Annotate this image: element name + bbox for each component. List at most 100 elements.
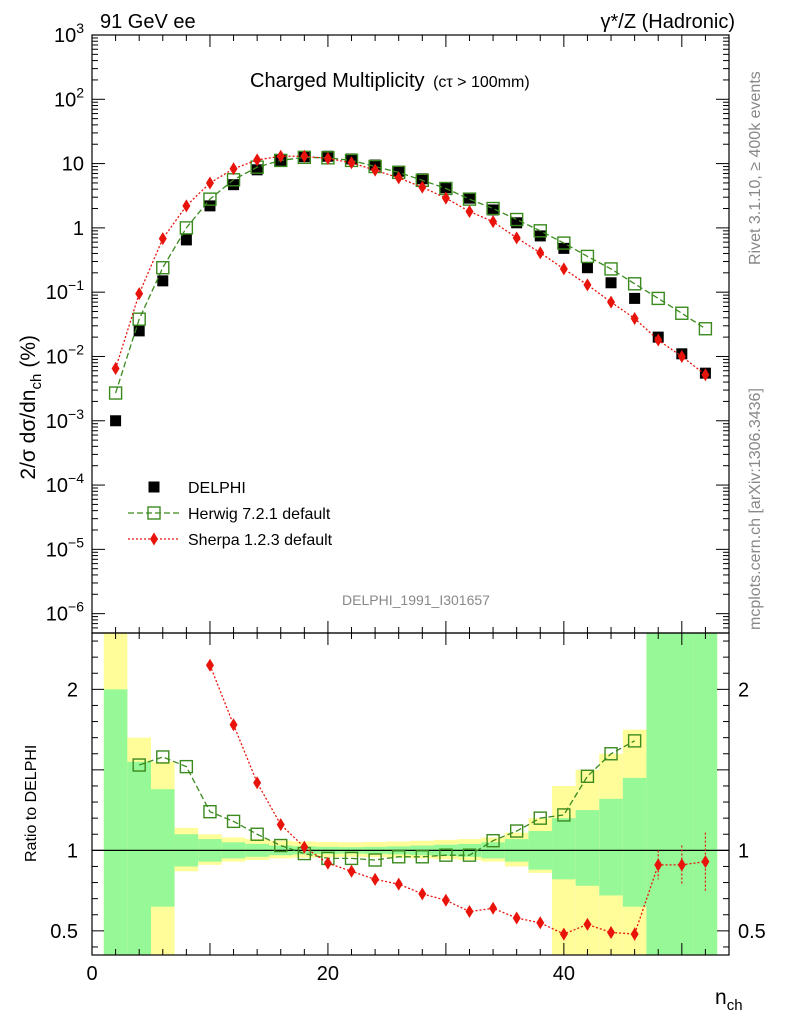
- axes: 0 20 4010310210110−110−210−310−410−510−60.…: [46, 20, 766, 985]
- y-tick-label: 10: [62, 154, 84, 176]
- data-point: [583, 278, 592, 292]
- data-point: [486, 201, 500, 216]
- data-point: [701, 855, 710, 869]
- data-point: [347, 156, 356, 170]
- top-y-axis-label-unit: (%): [17, 335, 40, 368]
- data-point: [465, 905, 474, 919]
- x-axis-label: nch: [715, 986, 743, 1014]
- y-tick-label: 10−3: [46, 406, 84, 433]
- ratio-y-tick-label-right: 2: [738, 679, 749, 701]
- y-tick-label: 103: [54, 20, 84, 47]
- data-point: [441, 893, 450, 907]
- ratio-panel-frame: [91, 632, 730, 956]
- data-point: [487, 204, 499, 216]
- data-point: [323, 856, 332, 870]
- chart-title: Charged Multiplicity (cτ > 100mm): [250, 70, 530, 92]
- data-point: [180, 234, 192, 246]
- data-point: [512, 231, 521, 245]
- rivet-version-label: Rivet 3.1.10, ≥ 400k events: [747, 71, 764, 265]
- data-point: [418, 887, 427, 901]
- data-point: [627, 734, 642, 748]
- data-point: [300, 149, 309, 163]
- data-point: [559, 927, 568, 941]
- data-point: [654, 333, 663, 347]
- data-point: [393, 165, 405, 177]
- series-line: [209, 664, 706, 935]
- data-point: [133, 325, 145, 337]
- x-tick-label: 40: [553, 963, 575, 985]
- data-point: [156, 750, 170, 764]
- x-axis-label-sub: ch: [727, 997, 743, 1014]
- x-tick-label: 20: [317, 963, 339, 985]
- data-point: [677, 349, 686, 363]
- stat-uncertainty-band: [127, 761, 151, 955]
- ratio-y-tick-label: 2: [67, 679, 78, 701]
- data-point: [344, 851, 359, 866]
- header-right-label: γ*/Z (Hadronic): [601, 11, 735, 33]
- legend-label: Sherpa 1.2.3 default: [188, 532, 333, 549]
- data-point: [182, 199, 191, 213]
- stat-uncertainty-band: [575, 810, 600, 886]
- series-line: [114, 156, 706, 394]
- stat-uncertainty-band: [103, 689, 128, 955]
- data-point: [489, 901, 498, 915]
- legend-marker: [147, 506, 161, 520]
- data-point: [557, 808, 571, 822]
- data-point: [203, 192, 217, 206]
- data-point: [204, 200, 216, 212]
- chart-title-suffix: (cτ > 100mm): [433, 74, 530, 91]
- data-point: [604, 747, 618, 761]
- data-point: [108, 386, 123, 400]
- data-point: [371, 872, 380, 886]
- data-point: [347, 864, 356, 878]
- data-point: [630, 927, 639, 941]
- data-point: [558, 242, 570, 254]
- data-point: [274, 838, 288, 853]
- y-tick-label: 10−2: [46, 341, 84, 368]
- legend-marker: [148, 481, 160, 493]
- data-point: [229, 718, 238, 732]
- ratio-y-tick-label: 0.5: [50, 921, 78, 943]
- legend-label: Herwig 7.2.1 default: [188, 506, 331, 523]
- data-point: [463, 192, 475, 204]
- ratio-panel-series: [92, 658, 729, 941]
- data-point: [110, 415, 122, 427]
- stat-uncertainty-band: [150, 789, 175, 907]
- data-point: [465, 204, 474, 218]
- data-point: [111, 361, 120, 375]
- legend: DELPHI Herwig 7.2.1 default Sherpa 1.2.3 d…: [128, 480, 333, 549]
- y-tick-label: 10−1: [46, 277, 84, 304]
- data-point: [179, 221, 194, 235]
- data-point: [675, 306, 689, 320]
- data-point: [253, 153, 262, 167]
- data-point: [226, 814, 241, 829]
- data-point: [203, 805, 217, 819]
- data-point: [511, 217, 523, 229]
- ratio-y-tick-label: 1: [67, 840, 78, 862]
- data-point: [439, 848, 453, 862]
- x-tick-label: 0: [86, 963, 97, 985]
- stat-uncertainty-band: [646, 633, 671, 955]
- ratio-y-tick-label-right: 1: [738, 840, 749, 862]
- ratio-y-tick-label-right: 0.5: [738, 921, 766, 943]
- legend-marker: [150, 532, 158, 546]
- chart-title-main: Charged Multiplicity: [250, 70, 425, 92]
- data-point: [536, 246, 545, 260]
- y-tick-label: 10−5: [46, 534, 84, 561]
- data-point: [701, 368, 710, 382]
- data-point: [557, 236, 571, 250]
- data-point: [486, 833, 500, 848]
- y-tick-label: 10−6: [46, 599, 84, 626]
- data-point: [583, 917, 592, 931]
- data-point: [205, 176, 214, 190]
- data-point: [509, 824, 524, 838]
- data-point: [250, 827, 264, 841]
- data-point: [229, 162, 238, 176]
- series-line: [114, 155, 706, 376]
- data-point: [533, 811, 547, 825]
- data-point: [179, 759, 194, 774]
- y-tick-label: 102: [54, 84, 84, 111]
- data-point: [629, 292, 641, 304]
- header-left-label: 91 GeV ee: [100, 11, 196, 33]
